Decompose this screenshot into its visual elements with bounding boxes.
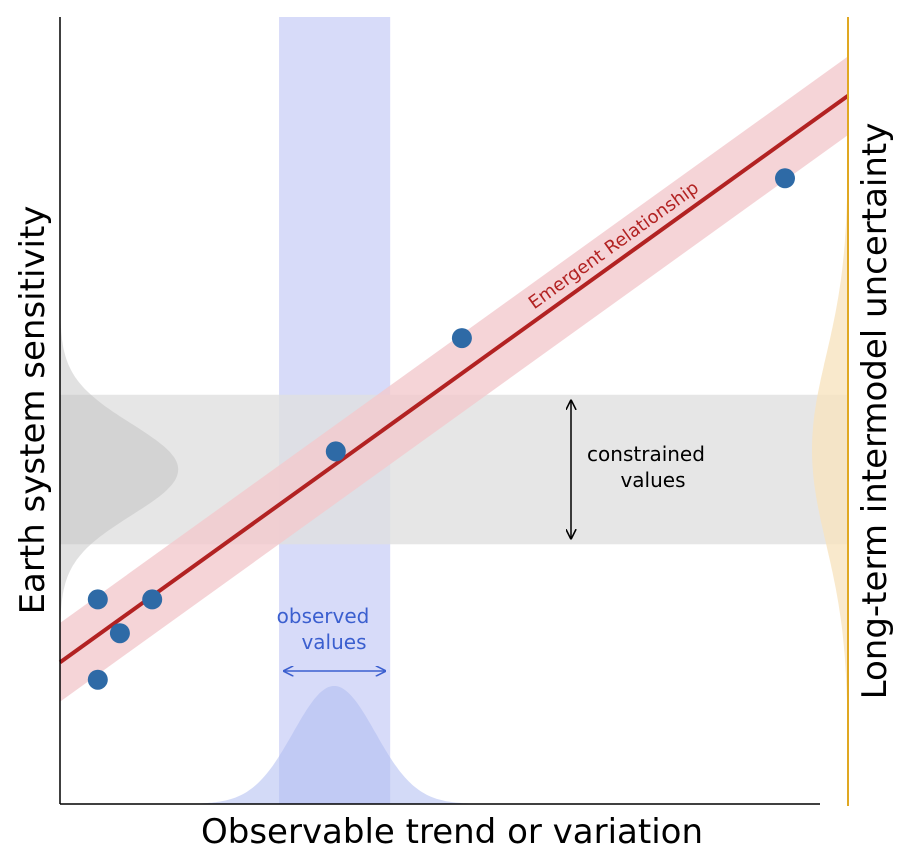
constrained-range-band	[60, 394, 848, 545]
data-point-7	[775, 168, 795, 189]
constrained-values-label-line1: constrained	[587, 442, 705, 466]
data-point-1	[87, 589, 108, 610]
right-axis-title: Long-term intermodel uncertainty	[855, 123, 895, 700]
fit-layer	[58, 56, 850, 702]
constrained-values-label-line2: values	[620, 468, 685, 492]
data-point-2	[109, 623, 130, 644]
data-point-4	[87, 669, 108, 690]
observed-values-label-line2: values	[301, 630, 366, 654]
data-point-6	[451, 328, 472, 349]
fit-line	[58, 94, 850, 664]
axes	[59, 17, 849, 806]
probability-distributions	[60, 72, 848, 828]
data-point-5	[325, 441, 346, 462]
intermodel-distribution	[812, 72, 848, 828]
y-axis-title: Earth system sensitivity	[13, 206, 53, 615]
x-axis-title: Observable trend or variation	[201, 812, 703, 852]
data-point-3	[142, 589, 163, 610]
constrained-distribution	[60, 286, 179, 653]
observed-values-label-line1: observed	[277, 604, 370, 628]
data-points	[87, 168, 795, 690]
observed-distribution	[170, 686, 499, 804]
